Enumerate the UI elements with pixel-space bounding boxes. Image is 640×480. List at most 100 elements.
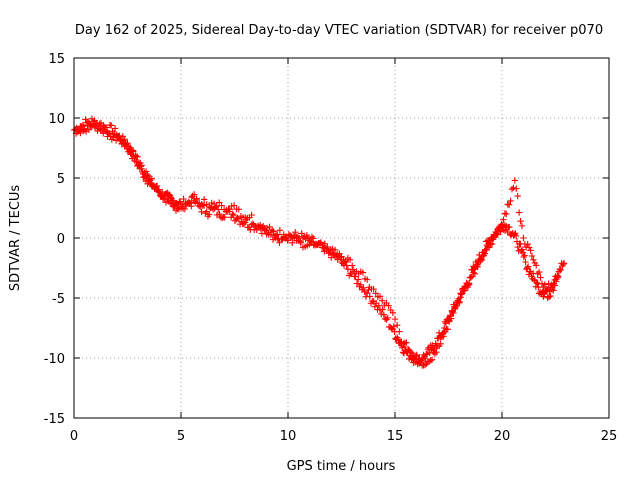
data-point xyxy=(360,284,367,292)
data-point xyxy=(427,357,434,364)
data-point xyxy=(481,250,489,257)
data-point xyxy=(440,333,447,340)
data-point xyxy=(495,223,503,231)
data-point xyxy=(554,274,561,281)
data-point xyxy=(171,201,178,209)
data-point xyxy=(337,254,344,261)
x-tick-label: 0 xyxy=(70,429,78,444)
data-point xyxy=(276,239,283,246)
data-point xyxy=(349,262,356,269)
data-point xyxy=(513,185,520,192)
data-point xyxy=(79,121,87,129)
data-point xyxy=(446,318,453,325)
data-point xyxy=(107,132,114,140)
data-point xyxy=(294,233,302,240)
data-point xyxy=(543,285,550,293)
data-point xyxy=(498,224,506,231)
data-point xyxy=(497,228,504,235)
data-point xyxy=(384,314,391,322)
data-point xyxy=(248,211,255,219)
data-point xyxy=(454,298,461,305)
data-point xyxy=(490,234,497,242)
data-point xyxy=(261,224,268,232)
data-point xyxy=(193,195,200,202)
data-point xyxy=(145,172,153,180)
data-point xyxy=(155,186,163,193)
data-point xyxy=(453,302,460,309)
data-point xyxy=(500,216,507,223)
data-point xyxy=(530,256,537,264)
data-point xyxy=(359,269,367,276)
data-point xyxy=(503,210,510,218)
data-point xyxy=(444,326,451,333)
data-point xyxy=(507,197,514,205)
y-tick-label: -10 xyxy=(44,352,65,367)
data-point xyxy=(354,276,362,283)
data-point xyxy=(547,292,554,300)
data-point xyxy=(557,266,564,274)
data-point xyxy=(465,281,473,288)
data-point xyxy=(391,315,399,323)
data-point xyxy=(230,211,237,219)
data-point xyxy=(179,205,187,212)
data-point xyxy=(142,168,150,175)
data-point xyxy=(206,211,213,218)
data-point xyxy=(520,253,528,261)
data-point xyxy=(124,140,131,147)
data-point xyxy=(346,256,354,264)
data-point xyxy=(169,203,177,210)
chart-title: Day 162 of 2025, Sidereal Day-to-day VTE… xyxy=(75,23,603,38)
data-point xyxy=(450,309,457,317)
data-point xyxy=(328,254,335,261)
data-point xyxy=(331,246,339,254)
x-tick-label: 20 xyxy=(494,429,511,444)
y-tick-label: 5 xyxy=(57,172,65,187)
data-point xyxy=(448,308,456,315)
data-point xyxy=(297,239,305,246)
data-point xyxy=(128,147,135,154)
data-point xyxy=(303,231,311,239)
data-point xyxy=(157,191,164,199)
data-point xyxy=(343,262,350,269)
data-point xyxy=(292,228,299,236)
data-point xyxy=(389,309,397,316)
data-point xyxy=(484,243,491,250)
data-point xyxy=(438,333,446,341)
data-point xyxy=(501,210,509,217)
data-point xyxy=(477,257,484,264)
data-point xyxy=(289,239,296,247)
data-point xyxy=(467,274,474,281)
data-points xyxy=(70,115,568,369)
data-point xyxy=(111,125,119,132)
data-point xyxy=(396,328,403,335)
data-point xyxy=(225,208,233,215)
data-point xyxy=(423,350,430,357)
data-point xyxy=(240,220,248,228)
data-point xyxy=(115,134,123,141)
data-point xyxy=(517,218,524,225)
y-tick-label: -15 xyxy=(44,412,65,427)
data-point xyxy=(266,223,273,231)
data-point xyxy=(370,285,377,293)
data-point xyxy=(461,287,469,294)
data-point xyxy=(216,210,223,218)
data-point xyxy=(393,322,401,329)
data-point xyxy=(385,302,392,309)
data-point xyxy=(512,232,520,240)
data-point xyxy=(138,162,145,169)
data-point xyxy=(537,274,544,281)
y-tick-label: 15 xyxy=(48,52,65,67)
data-point xyxy=(324,243,331,251)
data-point xyxy=(553,278,560,285)
data-point xyxy=(380,311,388,318)
data-point xyxy=(147,179,155,186)
data-point xyxy=(152,182,160,190)
data-point xyxy=(95,125,103,132)
data-point xyxy=(394,336,402,343)
data-point xyxy=(458,291,465,298)
data-point xyxy=(514,192,521,200)
data-point xyxy=(151,185,158,193)
y-tick-label: 0 xyxy=(57,232,65,247)
data-point xyxy=(522,258,529,266)
